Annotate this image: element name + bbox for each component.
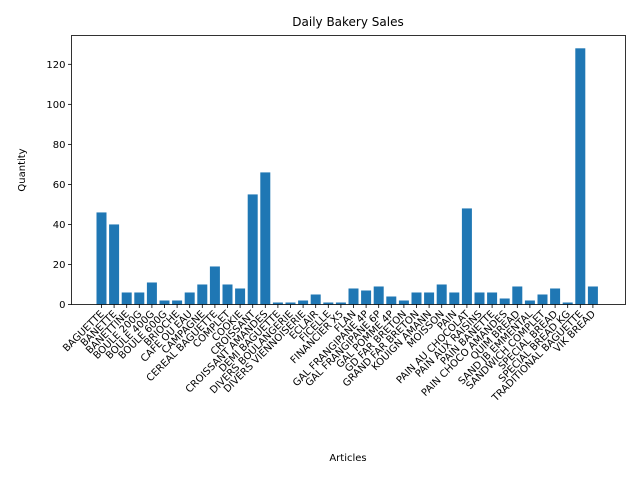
bar: [575, 48, 586, 305]
bar: [272, 302, 283, 305]
bar: [247, 194, 258, 305]
bar: [487, 292, 498, 305]
bar: [159, 300, 170, 305]
y-tick-label: 100: [46, 100, 65, 111]
bar: [499, 298, 510, 305]
bar: [197, 284, 208, 305]
bar: [335, 302, 346, 305]
bar: [361, 290, 372, 305]
chart-title: Daily Bakery Sales: [292, 15, 403, 29]
y-tick-label: 80: [53, 140, 66, 151]
bar: [146, 282, 157, 305]
bar: [298, 300, 309, 305]
bar: [461, 208, 472, 305]
bar: [260, 172, 271, 305]
bar: [398, 300, 409, 305]
bar: [172, 300, 183, 305]
bar: [222, 284, 233, 305]
bar: [386, 296, 397, 305]
y-tick-label: 40: [53, 220, 66, 231]
bar: [121, 292, 132, 305]
bar: [449, 292, 460, 305]
x-axis-label: Articles: [329, 453, 366, 464]
bar: [562, 302, 573, 305]
bar: [550, 288, 561, 305]
y-axis: 0 20 40 60 80 100 120: [46, 60, 72, 311]
bar: [285, 302, 296, 305]
bar: [323, 302, 334, 305]
bar: [96, 212, 107, 305]
plot-frame: [71, 35, 626, 305]
bar: [310, 294, 321, 305]
bar: [348, 288, 359, 305]
bar: [512, 286, 523, 305]
bar: [436, 284, 447, 305]
y-tick-label: 0: [59, 300, 65, 311]
bar: [184, 292, 195, 305]
bar: [537, 294, 548, 305]
bar: [134, 292, 145, 305]
y-axis-label: Quantity: [17, 148, 28, 191]
y-tick-label: 20: [53, 260, 66, 271]
bars-group: [96, 48, 598, 305]
y-tick-label: 60: [53, 180, 66, 191]
bar: [235, 288, 246, 305]
bar: [411, 292, 422, 305]
y-tick-label: 120: [46, 60, 65, 71]
bar: [109, 224, 120, 305]
bar: [209, 266, 220, 305]
bar: [524, 300, 535, 305]
bar: [474, 292, 485, 305]
bar: [373, 286, 384, 305]
bar: [587, 286, 598, 305]
bar: [424, 292, 435, 305]
